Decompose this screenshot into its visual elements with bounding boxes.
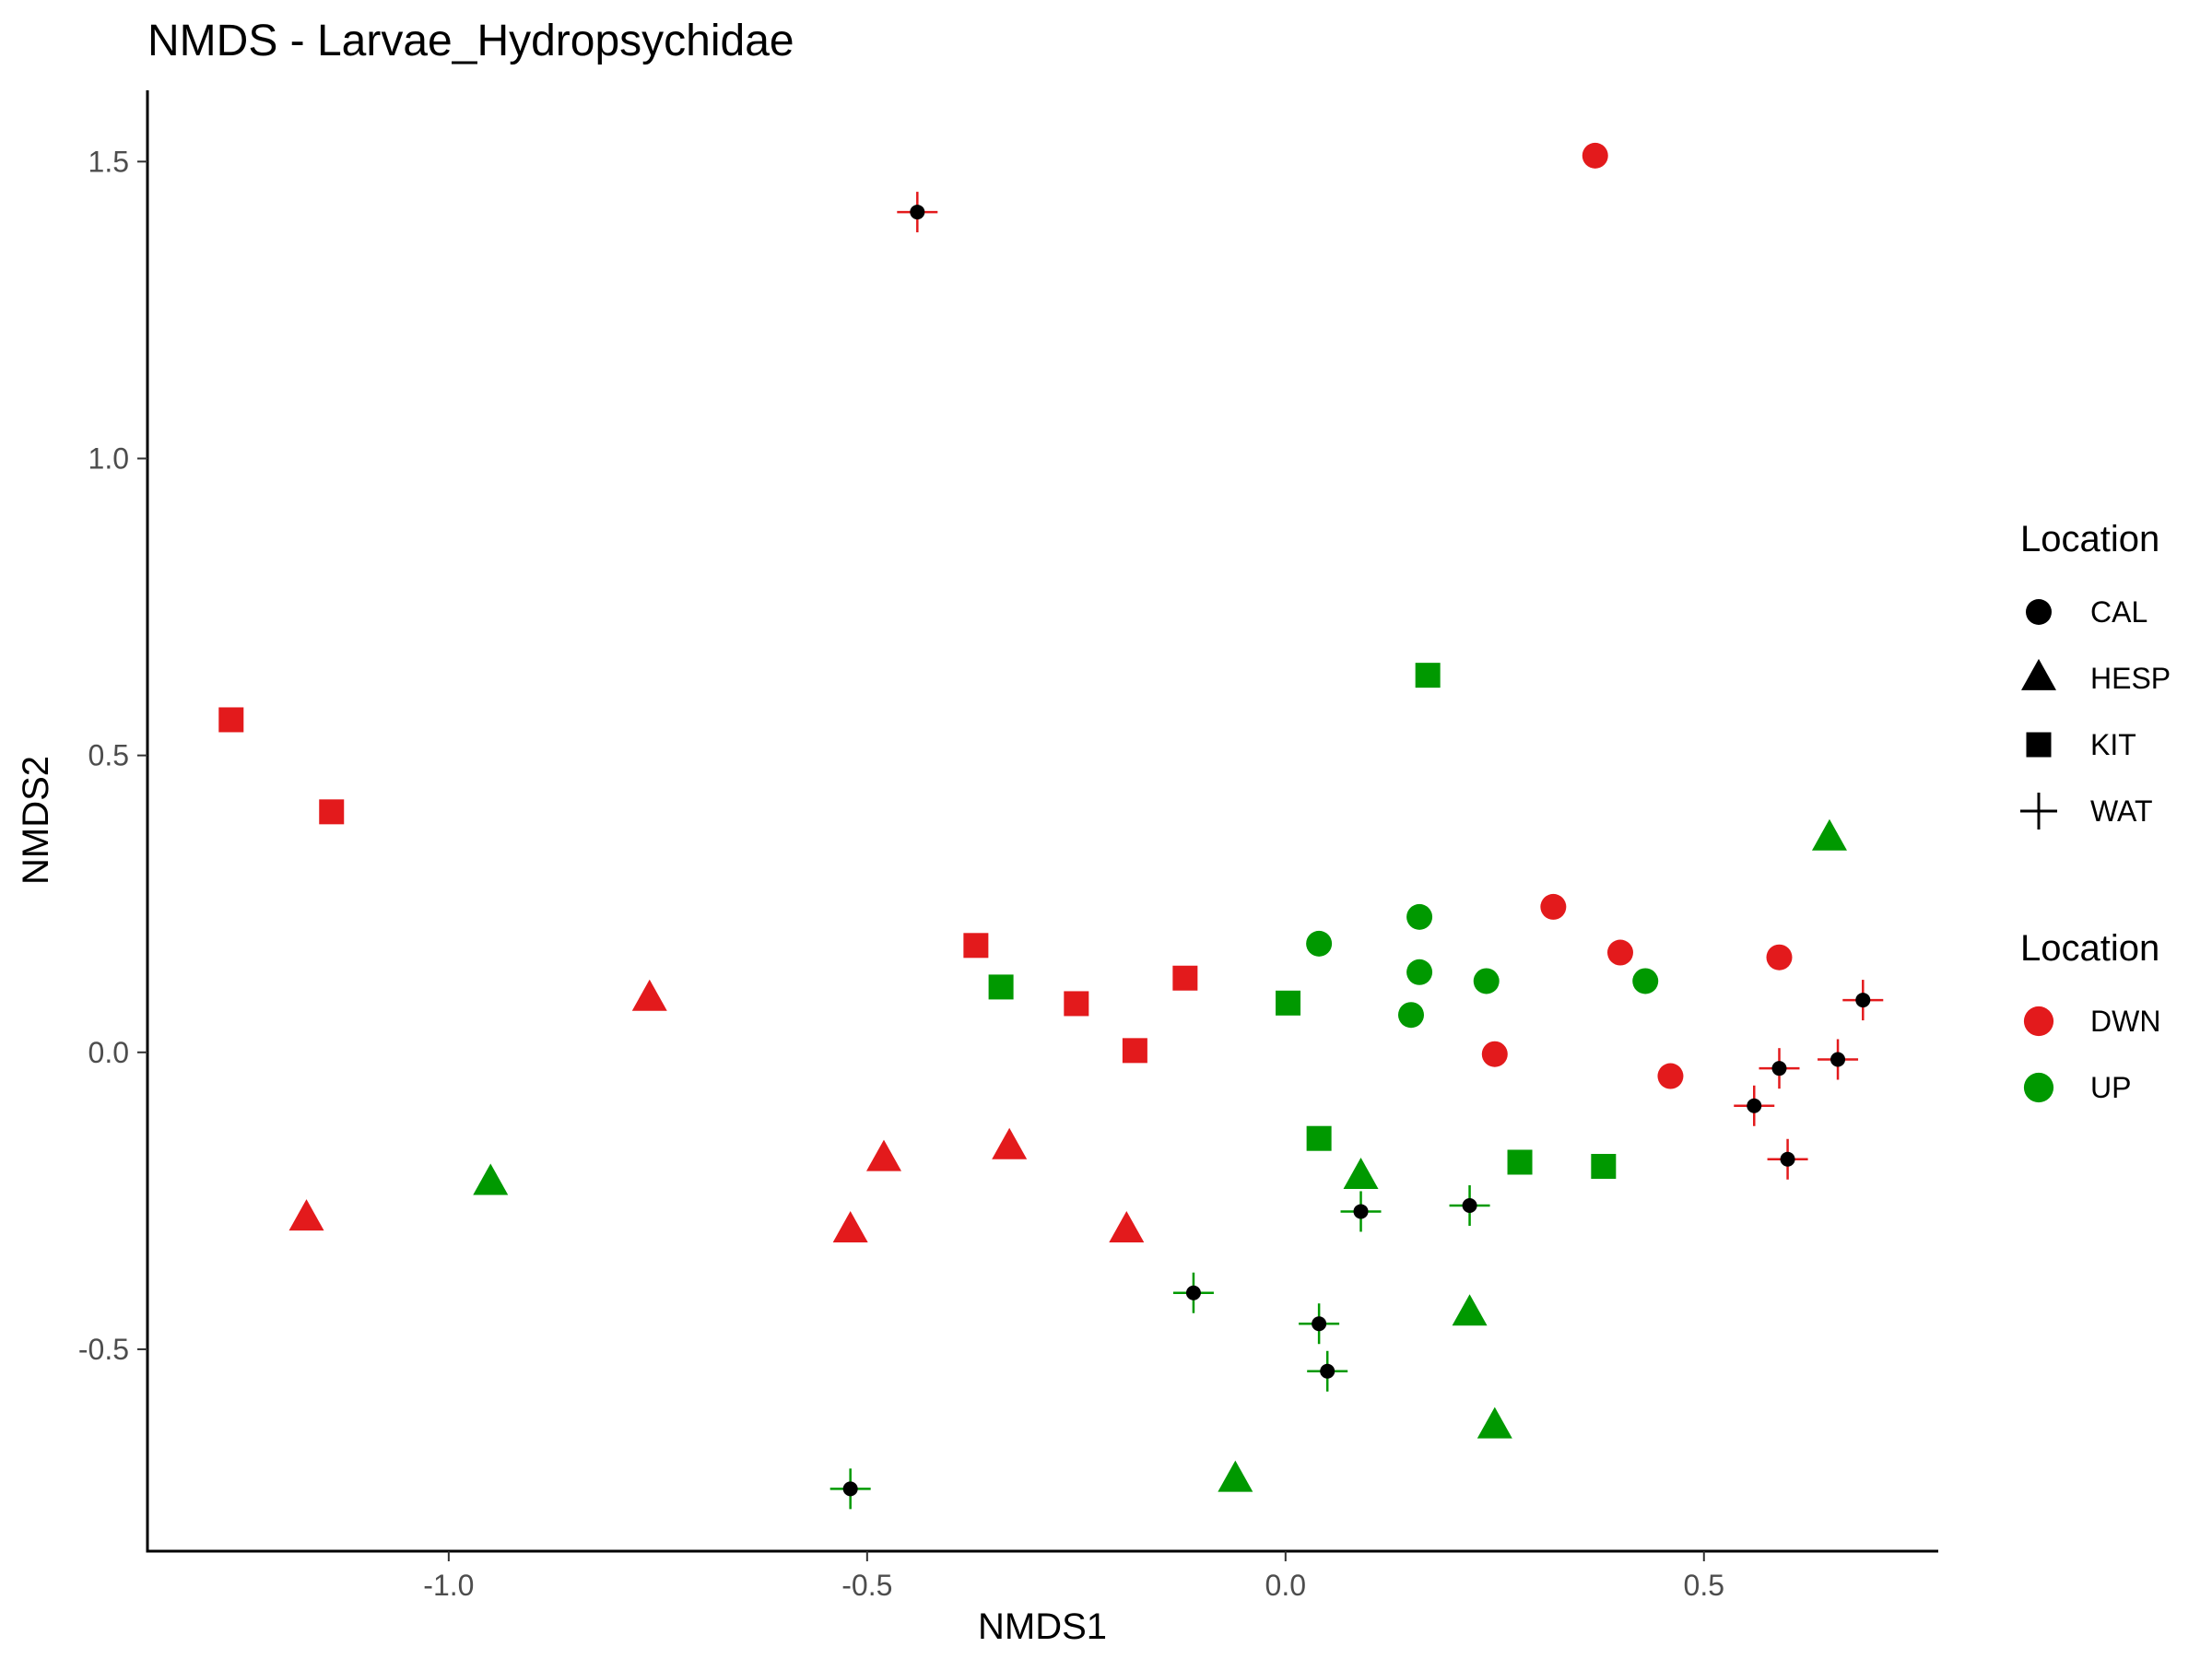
data-point-cal-up bbox=[1406, 903, 1433, 930]
data-point-cal-up bbox=[1397, 1002, 1424, 1029]
x-axis-ticks: -1.0 -0.5 0.0 0.5 bbox=[423, 1551, 1724, 1602]
data-point-wat-up bbox=[830, 1468, 871, 1510]
y-tick-label: 0.5 bbox=[88, 739, 129, 772]
y-tick-label: 1.0 bbox=[88, 441, 129, 475]
legend-key-cal bbox=[2026, 599, 2052, 625]
legend-label-kit: KIT bbox=[2090, 728, 2136, 761]
data-point-hesp-dwn bbox=[865, 1139, 901, 1171]
data-point-wat-up bbox=[1307, 1350, 1348, 1392]
x-tick-label: -1.0 bbox=[423, 1569, 474, 1602]
y-tick-label: -0.5 bbox=[78, 1333, 129, 1366]
data-point-cal-dwn bbox=[1582, 142, 1608, 169]
legend-key-kit bbox=[2026, 732, 2052, 758]
data-point-kit-dwn bbox=[963, 933, 989, 959]
data-point-kit-dwn bbox=[319, 799, 345, 825]
data-point-cal-dwn bbox=[1657, 1063, 1684, 1089]
data-point-kit-up bbox=[1591, 1153, 1617, 1179]
legend-key-dwn bbox=[2023, 1006, 2054, 1037]
data-point-wat-up bbox=[1449, 1185, 1490, 1227]
legend-label-hesp: HESP bbox=[2090, 662, 2171, 695]
y-axis-label: NMDS2 bbox=[16, 756, 56, 885]
legend-key-up bbox=[2023, 1072, 2054, 1103]
data-point-kit-dwn bbox=[1064, 991, 1089, 1017]
data-point-hesp-dwn bbox=[992, 1127, 1028, 1159]
legend: Location CAL HESP KIT WAT Location DWN UP bbox=[2020, 519, 2171, 1104]
data-point-kit-dwn bbox=[1122, 1038, 1147, 1064]
data-point-cal-up bbox=[1632, 968, 1659, 994]
data-point-kit-dwn bbox=[218, 707, 244, 733]
data-point-hesp-up bbox=[1811, 818, 1847, 851]
data-point-hesp-dwn bbox=[832, 1210, 868, 1242]
data-point-cal-dwn bbox=[1481, 1041, 1508, 1067]
legend-label-dwn: DWN bbox=[2090, 1005, 2160, 1038]
data-point-cal-up bbox=[1406, 959, 1433, 985]
data-point-wat-dwn bbox=[897, 192, 938, 233]
y-tick-label: 0.0 bbox=[88, 1036, 129, 1069]
data-point-cal-up bbox=[1306, 930, 1333, 957]
data-point-wat-up bbox=[1172, 1272, 1214, 1313]
data-point-wat-dwn bbox=[1818, 1039, 1859, 1080]
legend-label-up: UP bbox=[2090, 1071, 2131, 1104]
data-point-kit-dwn bbox=[1172, 965, 1198, 991]
data-point-hesp-up bbox=[1218, 1460, 1253, 1492]
data-point-kit-up bbox=[1306, 1125, 1332, 1151]
data-point-hesp-dwn bbox=[1109, 1210, 1145, 1242]
data-point-wat-dwn bbox=[1842, 980, 1884, 1021]
data-point-cal-dwn bbox=[1766, 944, 1793, 971]
data-point-hesp-up bbox=[1452, 1294, 1488, 1326]
data-point-hesp-up bbox=[1477, 1406, 1512, 1439]
x-tick-label: -0.5 bbox=[841, 1569, 892, 1602]
legend-label-cal: CAL bbox=[2090, 595, 2147, 629]
data-point-hesp-up bbox=[1343, 1158, 1379, 1190]
legend-label-wat: WAT bbox=[2090, 794, 2153, 828]
data-point-kit-up bbox=[1415, 663, 1441, 688]
data-point-wat-dwn bbox=[1734, 1085, 1775, 1126]
data-point-wat-dwn bbox=[1759, 1048, 1800, 1089]
data-point-kit-up bbox=[1507, 1149, 1533, 1175]
data-point-kit-up bbox=[988, 974, 1014, 1000]
x-tick-label: 0.5 bbox=[1684, 1569, 1724, 1602]
legend-title-shape: Location bbox=[2020, 519, 2159, 559]
data-point-hesp-dwn bbox=[288, 1199, 324, 1231]
data-point-cal-dwn bbox=[1606, 939, 1633, 966]
data-point-hesp-dwn bbox=[631, 979, 667, 1011]
data-point-wat-up bbox=[1340, 1191, 1382, 1232]
x-tick-label: 0.0 bbox=[1265, 1569, 1306, 1602]
legend-title-color: Location bbox=[2020, 928, 2159, 969]
data-point-kit-up bbox=[1276, 990, 1301, 1016]
legend-key-hesp bbox=[2021, 658, 2056, 690]
data-point-hesp-up bbox=[473, 1163, 509, 1195]
data-point-cal-dwn bbox=[1540, 893, 1567, 920]
data-point-wat-dwn bbox=[1767, 1138, 1808, 1180]
data-point-wat-up bbox=[1299, 1303, 1340, 1345]
chart-title: NMDS - Larvae_Hydropsychidae bbox=[147, 17, 794, 65]
data-points bbox=[218, 142, 1884, 1510]
y-axis-ticks: -0.5 0.0 0.5 1.0 1.5 bbox=[78, 145, 147, 1366]
y-tick-label: 1.5 bbox=[88, 145, 129, 178]
legend-key-wat bbox=[2020, 793, 2057, 830]
data-point-cal-up bbox=[1473, 968, 1500, 994]
x-axis-label: NMDS1 bbox=[978, 1606, 1107, 1647]
